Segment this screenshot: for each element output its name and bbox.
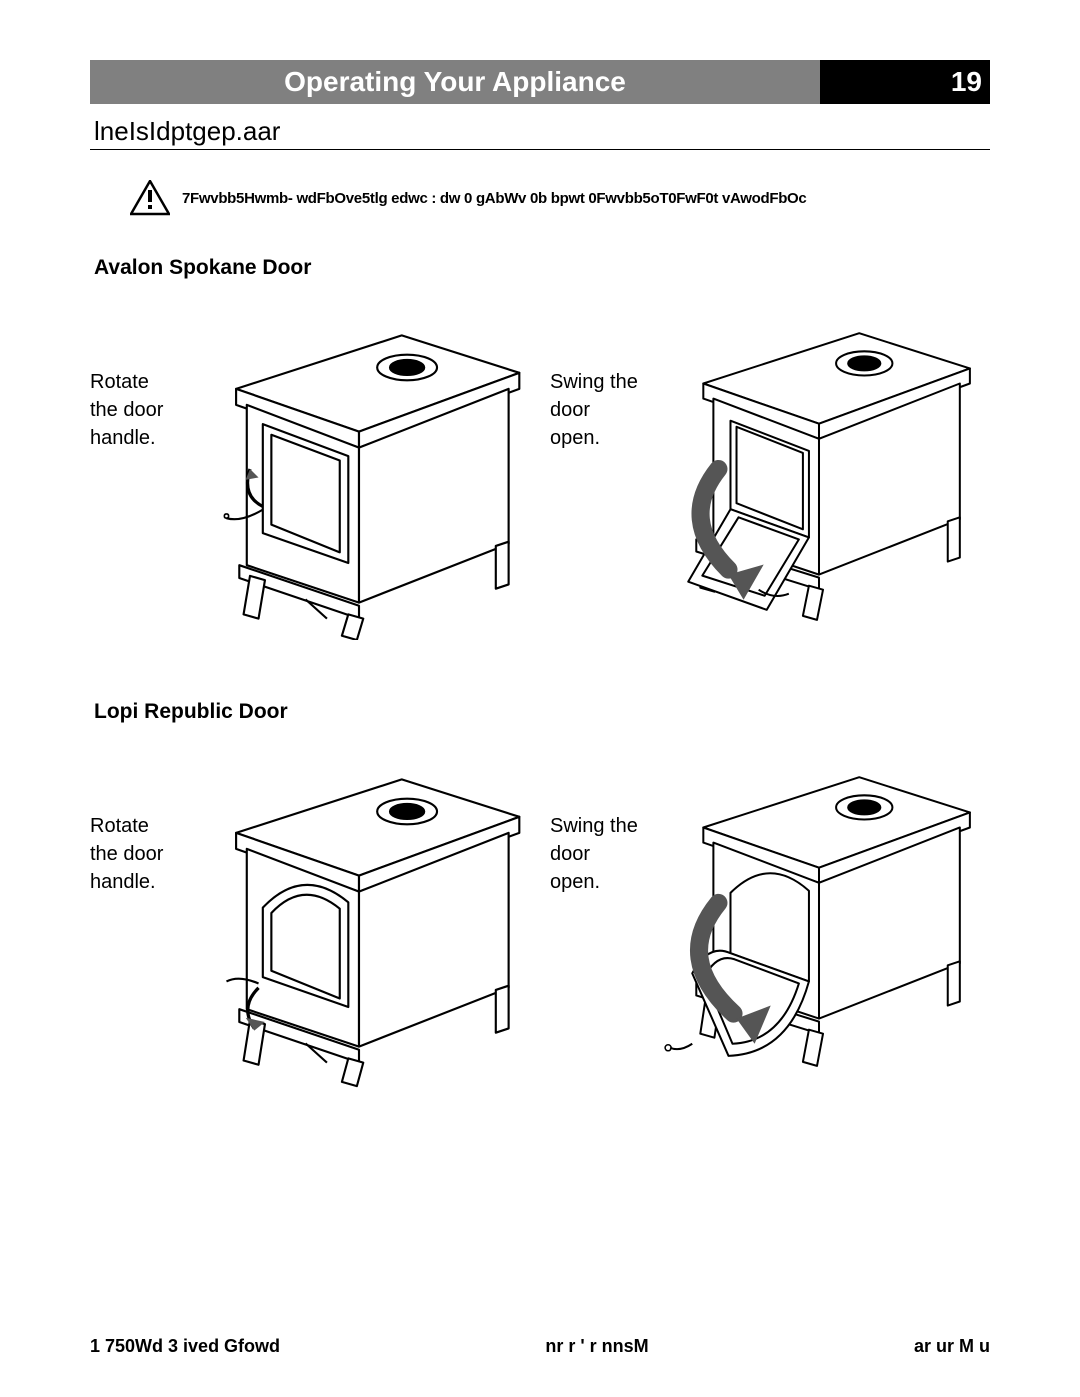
figure-cell-1-left: Rotate the door handle. (90, 298, 530, 640)
warning-text: 7Fwvbb5Hwmb- wdFbOve5tlg edwc : dw 0 gAb… (182, 190, 806, 207)
caption-1-right: Swing the door open. (550, 368, 640, 452)
footer-right: ar ur M u (914, 1336, 990, 1357)
caption-1-left: Rotate the door handle. (90, 368, 180, 452)
divider (90, 149, 990, 150)
page-header: Operating Your Appliance 19 (90, 60, 990, 104)
stove-closed-arch (188, 742, 530, 1095)
caption-2-left: Rotate the door handle. (90, 812, 180, 896)
caption-2-right: Swing the door open. (550, 812, 640, 896)
stove-open-arch (648, 742, 990, 1094)
figure-cell-2-right: Swing the door open. (550, 742, 990, 1095)
page-number: 19 (820, 60, 990, 104)
footer-center: nr r ' r nnsM (545, 1336, 648, 1357)
figure-cell-2-left: Rotate the door handle. (90, 742, 530, 1095)
page-footer: 1 750Wd 3 ived Gfowd nr r ' r nnsM ar ur… (90, 1336, 990, 1357)
stove-closed-rect (188, 298, 530, 640)
section-heading-1: Avalon Spokane Door (94, 256, 990, 280)
figure-row-2: Rotate the door handle. (90, 742, 990, 1095)
page-subtitle: lneIsIdptgep.aar (90, 112, 990, 149)
header-title: Operating Your Appliance (90, 60, 820, 104)
warning-icon (130, 180, 170, 216)
figure-cell-1-right: Swing the door open. (550, 298, 990, 640)
figure-row-1: Rotate the door handle. (90, 298, 990, 640)
section-heading-2: Lopi Republic Door (94, 700, 990, 724)
warning-row: 7Fwvbb5Hwmb- wdFbOve5tlg edwc : dw 0 gAb… (130, 180, 990, 216)
footer-left: 1 750Wd 3 ived Gfowd (90, 1336, 280, 1357)
stove-open-rect (648, 298, 990, 640)
